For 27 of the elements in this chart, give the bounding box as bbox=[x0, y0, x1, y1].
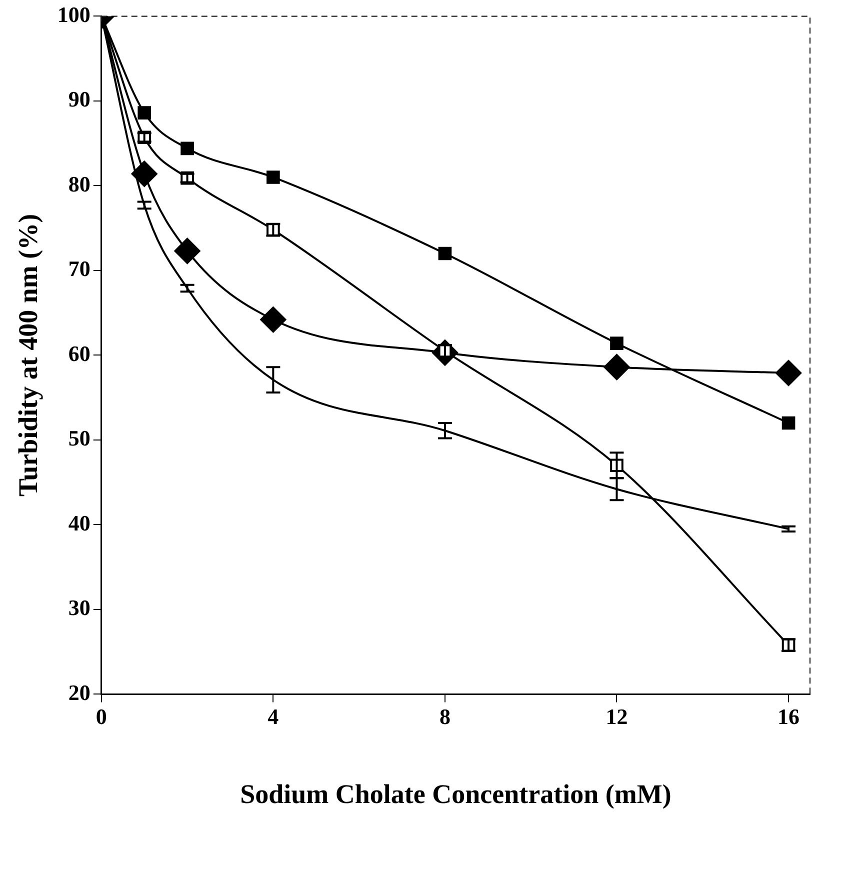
y-tick-label: 20 bbox=[68, 680, 90, 705]
y-tick-label: 90 bbox=[68, 86, 90, 112]
point bbox=[180, 142, 194, 156]
point bbox=[438, 246, 452, 260]
x-tick-label: 8 bbox=[439, 704, 450, 730]
x-axis-title: Sodium Cholate Concentration (mM) bbox=[240, 778, 672, 809]
y-tick-label: 50 bbox=[68, 426, 90, 451]
x-tick-label: 12 bbox=[606, 704, 628, 730]
x-tick-label: 0 bbox=[96, 704, 107, 730]
point bbox=[174, 238, 200, 264]
y-tick-label: 40 bbox=[68, 510, 90, 536]
y-tick-label: 30 bbox=[68, 595, 90, 620]
y-tick-label: 70 bbox=[68, 256, 90, 282]
y-axis-title: Turbidity at 400 nm (%) bbox=[13, 214, 44, 496]
point bbox=[131, 160, 158, 187]
point bbox=[782, 416, 796, 430]
point bbox=[604, 354, 630, 380]
x-tick-label: 16 bbox=[778, 704, 800, 730]
y-tick-label: 100 bbox=[57, 2, 90, 27]
point bbox=[260, 306, 286, 333]
point bbox=[138, 106, 152, 120]
point bbox=[610, 336, 624, 350]
y-tick-label: 80 bbox=[68, 171, 90, 196]
point bbox=[266, 170, 280, 184]
point bbox=[776, 360, 802, 386]
x-tick-label: 4 bbox=[268, 704, 279, 730]
y-tick-label: 60 bbox=[68, 340, 90, 366]
